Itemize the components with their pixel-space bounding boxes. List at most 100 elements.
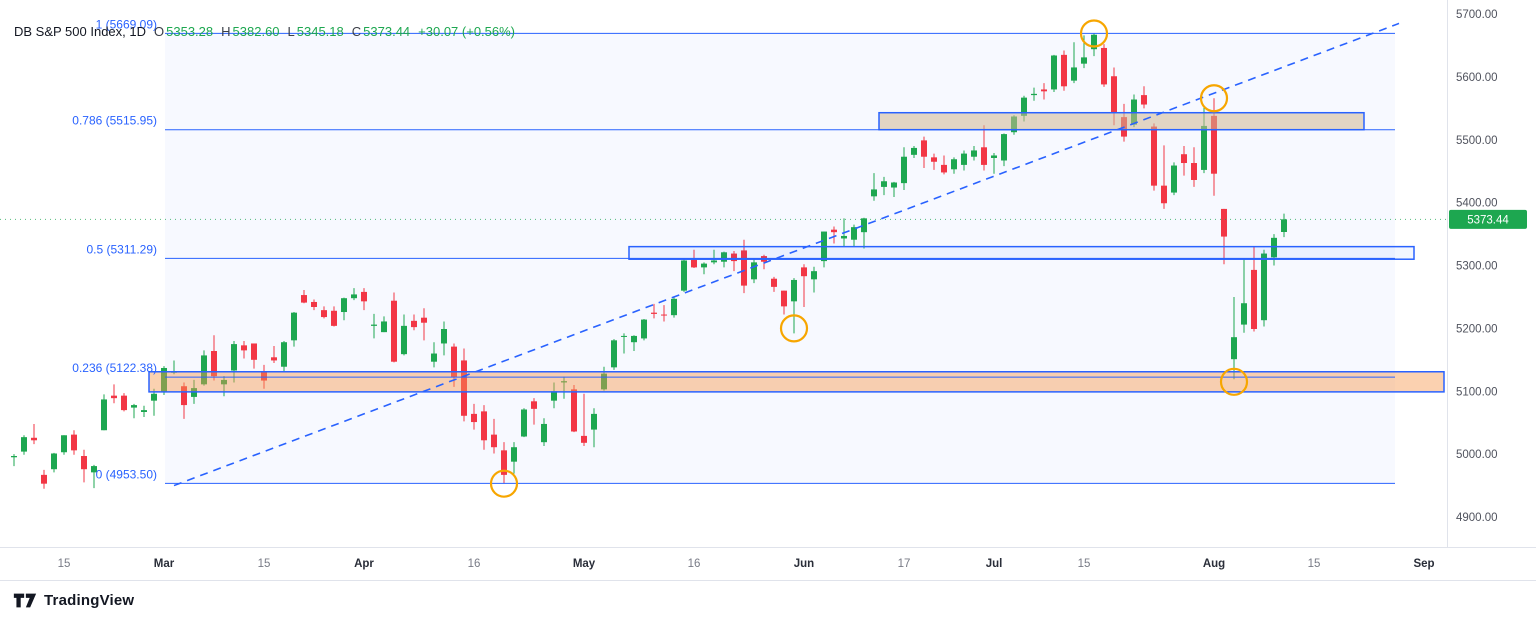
support-zone-5311[interactable]: [628, 245, 1415, 260]
candle: [1271, 237, 1277, 258]
candle: [711, 260, 717, 263]
symbol-legend: DB S&P 500 Index, 1D O 5353.28 H 5382.60 L 534…: [14, 24, 515, 39]
candle: [641, 319, 647, 339]
close-label: C: [351, 24, 362, 39]
candle: [901, 156, 907, 184]
candle: [541, 423, 547, 443]
fib-level-label: 0.5 (5311.29): [87, 242, 158, 256]
candle: [991, 155, 997, 158]
candle: [381, 321, 387, 333]
candle: [351, 294, 357, 299]
candle: [751, 262, 757, 280]
candle: [301, 295, 307, 303]
candle: [1281, 219, 1287, 233]
logo-t-shape: [13, 593, 25, 607]
time-tick-label: Sep: [1413, 558, 1434, 570]
low-value: 5345.18: [296, 24, 344, 39]
candle: [1201, 125, 1207, 170]
candle: [1211, 115, 1217, 174]
high-label: H: [221, 24, 231, 39]
candle: [421, 317, 427, 323]
candle: [1191, 163, 1197, 180]
candle: [481, 411, 487, 441]
candle: [1181, 154, 1187, 164]
fib-level-label: 0 (4953.50): [96, 467, 157, 481]
candle: [941, 164, 947, 173]
candle: [101, 399, 107, 431]
candle: [661, 314, 667, 316]
tradingview-logo-icon[interactable]: [13, 591, 37, 610]
candle: [881, 181, 887, 187]
swing-marker-circle[interactable]: [1199, 84, 1229, 113]
candle: [731, 253, 737, 262]
candle: [871, 189, 877, 197]
swing-marker-circle[interactable]: [779, 314, 809, 343]
candle: [491, 434, 497, 448]
candle: [161, 367, 167, 393]
fib-level-label: 0.786 (5515.95): [72, 114, 157, 128]
candle: [1061, 54, 1067, 87]
time-tick-label: Jun: [794, 558, 814, 570]
candle: [581, 435, 587, 443]
candle: [51, 453, 57, 470]
price-tick-label: 5100.00: [1456, 386, 1498, 398]
logo-v-shape: [25, 593, 37, 607]
candle: [1251, 269, 1257, 330]
candle: [721, 252, 727, 262]
candle: [831, 229, 837, 233]
candle: [571, 389, 577, 432]
symbol-title[interactable]: DB S&P 500 Index, 1D: [14, 24, 147, 39]
swing-marker-circle[interactable]: [1079, 19, 1109, 48]
candle: [591, 413, 597, 430]
price-tick-label: 4900.00: [1456, 512, 1498, 524]
candle: [1151, 126, 1157, 186]
candle: [1111, 76, 1117, 113]
candle: [631, 335, 637, 343]
candle: [1021, 97, 1027, 116]
candle: [841, 235, 847, 239]
time-tick-label: Mar: [154, 558, 175, 570]
candle: [111, 395, 117, 399]
price-tick-label: 5300.00: [1456, 261, 1498, 273]
candle: [61, 435, 67, 453]
candle: [521, 409, 527, 437]
time-tick-label: 15: [58, 558, 71, 570]
candle: [321, 310, 327, 318]
candle: [1071, 67, 1077, 81]
price-chart[interactable]: 1 (5669.09) 0.786 (5515.95) 0.5 (5311.29) 0…: [0, 0, 1536, 580]
candle: [241, 345, 247, 351]
candle: [91, 466, 97, 473]
candle: [71, 434, 77, 451]
time-axis[interactable]: [0, 547, 1447, 580]
candle: [371, 324, 377, 326]
tradingview-brand[interactable]: TradingView: [44, 591, 135, 609]
candle: [601, 373, 607, 390]
candle: [701, 263, 707, 268]
demand-zone-5122[interactable]: [148, 371, 1445, 393]
candle: [1231, 337, 1237, 360]
candle: [791, 279, 797, 302]
time-tick-label: Aug: [1203, 558, 1225, 570]
candle: [201, 355, 207, 385]
candle: [1051, 55, 1057, 90]
candle: [471, 413, 477, 423]
supply-zone-5516[interactable]: [878, 111, 1365, 131]
candle: [211, 351, 217, 377]
swing-marker-circle[interactable]: [489, 469, 519, 498]
candle: [921, 140, 927, 157]
candle: [511, 447, 517, 462]
candle: [121, 395, 127, 411]
candle: [741, 250, 747, 286]
candle: [1031, 93, 1037, 96]
candle: [781, 290, 787, 307]
candle: [231, 344, 237, 371]
candle: [551, 391, 557, 401]
candle: [281, 342, 287, 367]
candle: [441, 329, 447, 344]
candle: [261, 372, 267, 381]
time-tick-label: 16: [688, 558, 701, 570]
candle: [451, 346, 457, 377]
candle: [1241, 303, 1247, 325]
swing-marker-circle[interactable]: [1219, 367, 1249, 396]
last-price-badge: [1449, 209, 1527, 229]
